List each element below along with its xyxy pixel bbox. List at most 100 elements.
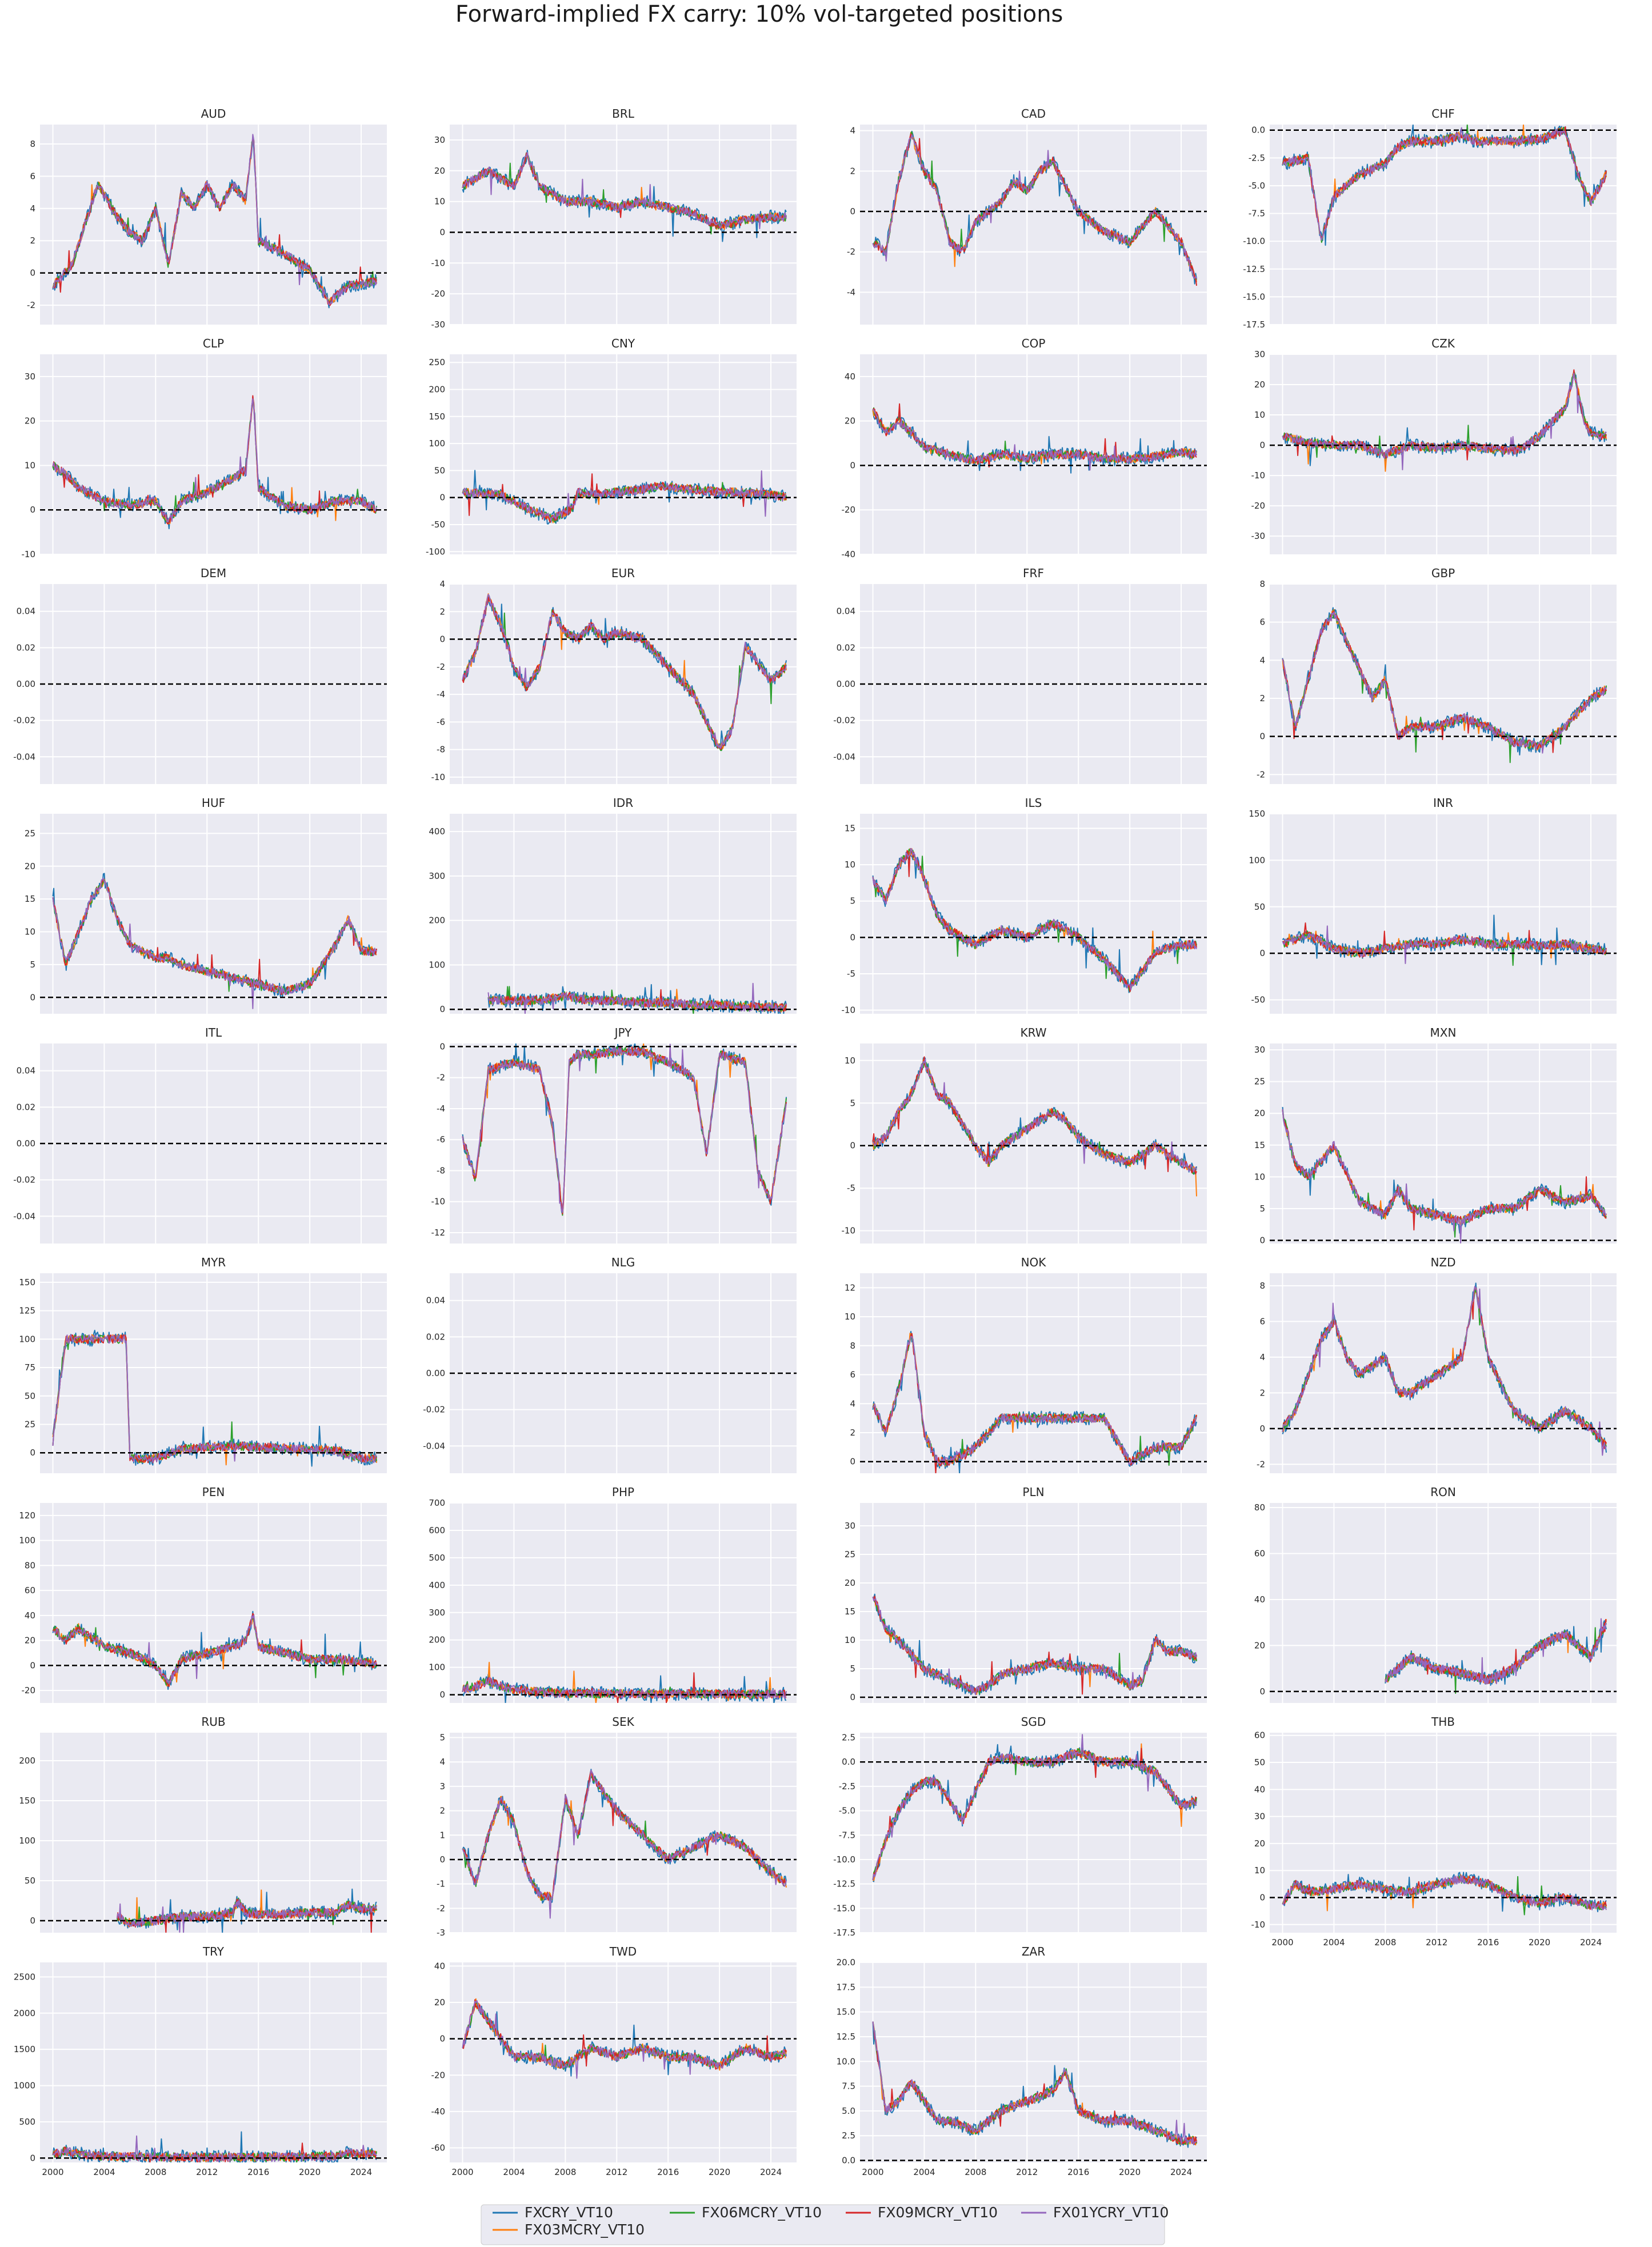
panel-nzd: -2 0 2 4 6 8 NZD	[1257, 1256, 1617, 1473]
y-tick-label: 0	[850, 932, 855, 942]
y-tick-label: 20	[25, 1636, 35, 1646]
y-tick-label: -2	[437, 1903, 445, 1913]
y-tick-label: 2.5	[842, 2130, 855, 2141]
y-tick-label: 400	[429, 1580, 445, 1590]
figure-title: Forward-implied FX carry: 10% vol-target…	[455, 1, 1063, 27]
y-tick-label: -15.0	[1243, 291, 1265, 302]
x-tick-label: 2024	[760, 2167, 782, 2177]
x-tick-label: 2004	[503, 2167, 525, 2177]
y-tick-label: 200	[429, 915, 445, 926]
y-tick-label: 15	[25, 894, 35, 904]
series-lines	[1282, 369, 1607, 472]
legend-entry-fx09mcry-vt10: FX09MCRY_VT10	[846, 2204, 998, 2221]
panel-background	[1270, 584, 1617, 784]
panel-title: KRW	[1021, 1026, 1047, 1039]
y-tick-label: 2	[850, 1428, 855, 1438]
series-line-fx01ycry-vt10	[872, 1058, 1197, 1173]
y-tick-label: -0.04	[423, 1441, 445, 1451]
panel-title: CHF	[1431, 107, 1455, 121]
y-tick-label: 0.02	[17, 642, 35, 653]
panel-idr: 0 100 200 300 400 IDR	[429, 796, 797, 1014]
panel-brl: -30 -20 -10 0 10 20 30 BRL	[431, 107, 797, 330]
y-tick-label: 100	[19, 1536, 35, 1546]
x-tick-label: 2020	[709, 2167, 730, 2177]
y-tick-label: -10	[431, 772, 446, 782]
y-tick-label: -50	[1251, 995, 1266, 1005]
panel-huf: 0 5 10 15 20 25 HUF	[25, 796, 387, 1014]
panel-zar: 0.0 2.5 5.0 7.5 10.0 12.5 15.0 17.5 20.0 ZAR 2000 2…	[837, 1945, 1207, 2177]
y-tick-label: -7.5	[839, 1830, 855, 1840]
series-line-fxcry-vt10	[52, 137, 377, 309]
x-tick-label: 2004	[93, 2167, 115, 2177]
y-tick-label: -60	[431, 2143, 446, 2153]
y-tick-label: -2.5	[839, 1781, 855, 1792]
series-lines	[487, 982, 787, 1014]
y-tick-label: 100	[429, 959, 445, 970]
y-tick-label: 40	[1254, 1784, 1265, 1794]
series-line-fx01ycry-vt10	[52, 134, 377, 305]
series-lines	[462, 1998, 787, 2079]
y-tick-label: 0.02	[837, 642, 855, 653]
x-tick-label: 2016	[657, 2167, 679, 2177]
panel-sgd: -17.5 -15.0 -12.5 -10.0 -7.5 -5.0 -2.5 0.0 2.5 SG…	[833, 1715, 1207, 1938]
panel-eur: -10 -8 -6 -4 -2 0 2 4 EUR	[431, 566, 797, 784]
panel-czk: -30 -20 -10 0 10 20 30 CZK	[1251, 337, 1617, 554]
y-tick-label: 250	[429, 357, 445, 367]
series-lines	[872, 1330, 1197, 1473]
y-tick-label: 0	[439, 227, 445, 237]
y-tick-label: 20	[434, 1997, 445, 2008]
y-tick-label: 15.0	[837, 2007, 855, 2017]
series-line-fx01ycry-vt10	[872, 1734, 1197, 1880]
y-tick-label: -5	[847, 969, 855, 979]
y-tick-label: -10.0	[833, 1854, 855, 1865]
panel-title: MXN	[1430, 1026, 1457, 1039]
panel-title: MYR	[201, 1256, 226, 1269]
y-tick-label: -0.02	[423, 1405, 445, 1415]
y-tick-label: 700	[429, 1498, 445, 1508]
y-tick-label: 60	[1254, 1549, 1265, 1559]
y-tick-label: 0	[1259, 948, 1265, 958]
y-tick-label: 0	[30, 2153, 35, 2163]
y-tick-label: 0.04	[426, 1296, 445, 1306]
panel-title: CNY	[611, 337, 635, 350]
y-tick-label: 200	[429, 384, 445, 394]
y-tick-label: 2000	[14, 2008, 35, 2018]
y-tick-label: 20	[845, 1578, 855, 1588]
x-tick-label: 2020	[299, 2167, 321, 2177]
y-tick-label: -2	[437, 1073, 445, 1083]
y-tick-label: 0	[30, 1660, 35, 1670]
y-tick-label: -10	[1251, 470, 1266, 481]
y-tick-label: 5.0	[842, 2106, 855, 2116]
legend-entry-fx06mcry-vt10: FX06MCRY_VT10	[670, 2204, 822, 2221]
y-tick-label: 2	[850, 166, 855, 176]
series-lines	[462, 1769, 787, 1919]
panel-title: IDR	[613, 796, 633, 810]
panel-background	[860, 814, 1207, 1014]
y-tick-label: 30	[434, 135, 445, 145]
panel-frf: -0.04 -0.02 0.00 0.02 0.04 FRF	[833, 566, 1207, 784]
y-tick-label: -100	[426, 546, 445, 557]
panel-background	[450, 354, 797, 554]
panel-background	[450, 1962, 797, 2162]
panel-title: EUR	[611, 566, 635, 580]
panel-ron: 0 20 40 60 80 RON	[1254, 1485, 1617, 1703]
y-tick-label: -40	[431, 2106, 446, 2117]
series-line-fx01ycry-vt10	[873, 1336, 1197, 1466]
x-tick-label: 2000	[451, 2167, 473, 2177]
y-tick-label: 10	[845, 859, 855, 870]
y-tick-label: 80	[25, 1560, 35, 1570]
y-tick-label: 6	[1259, 1316, 1265, 1326]
x-tick-label: 2012	[1426, 1937, 1447, 1948]
y-tick-label: -5.0	[1249, 181, 1265, 191]
y-tick-label: 200	[19, 1756, 35, 1766]
panel-title: COP	[1022, 337, 1046, 350]
y-tick-label: 2	[439, 1806, 445, 1816]
series-lines	[872, 1593, 1197, 1696]
y-tick-label: 10	[1254, 410, 1265, 420]
y-tick-label: 25	[25, 1419, 35, 1429]
y-tick-label: 0.0	[1251, 125, 1265, 135]
y-tick-label: 10	[25, 927, 35, 937]
panel-background	[450, 1043, 797, 1244]
series-line-fx06mcry-vt10	[462, 152, 787, 235]
series-line-fx01ycry-vt10	[462, 1769, 787, 1919]
